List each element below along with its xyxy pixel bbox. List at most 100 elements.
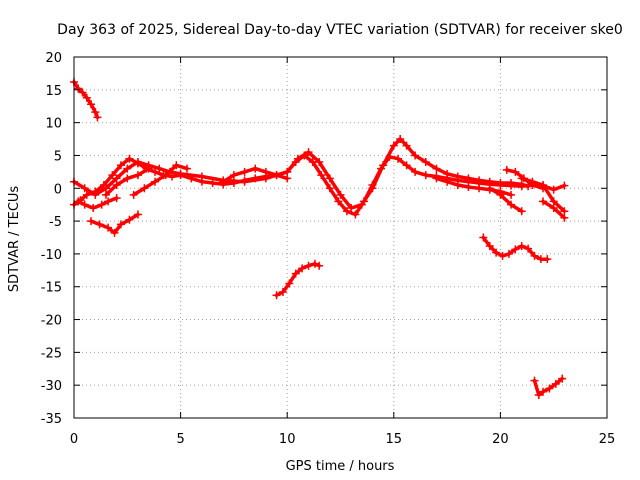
- data-point: [129, 190, 138, 199]
- data-point: [325, 174, 334, 183]
- y-tick-label: 0: [54, 182, 62, 197]
- data-point: [421, 171, 430, 180]
- x-tick-label: 20: [492, 432, 509, 447]
- series-arc-8: [219, 164, 292, 186]
- y-tick-label: 10: [45, 117, 62, 132]
- data-point: [229, 171, 238, 180]
- y-tick-label: -5: [49, 215, 62, 230]
- data-point: [517, 242, 526, 251]
- data-point: [411, 151, 420, 160]
- data-point: [133, 210, 142, 219]
- data-point: [291, 269, 300, 278]
- x-tick-label: 10: [279, 432, 296, 447]
- data-point: [104, 223, 113, 232]
- data-point: [133, 158, 142, 167]
- data-point: [197, 172, 206, 181]
- data-point: [74, 84, 83, 93]
- data-point: [293, 154, 302, 163]
- data-point: [545, 384, 554, 393]
- data-point: [95, 220, 104, 229]
- series-arc-7: [129, 161, 191, 199]
- x-tick-label: 15: [386, 432, 403, 447]
- data-point: [97, 200, 106, 209]
- data-point: [91, 190, 100, 199]
- data-point: [411, 167, 420, 176]
- series-line: [72, 137, 530, 210]
- data-point: [283, 174, 292, 183]
- data-point: [464, 182, 473, 191]
- data-point: [496, 190, 505, 199]
- data-point: [485, 184, 494, 193]
- data-point: [432, 164, 441, 173]
- series-arc-16: [530, 374, 567, 400]
- data-point: [549, 203, 558, 212]
- x-tick-label: 0: [70, 432, 78, 447]
- data-point: [87, 100, 96, 109]
- data-point: [315, 261, 324, 270]
- data-point: [93, 113, 102, 122]
- y-axis-label: SDTVAR / TECUs: [7, 186, 22, 293]
- data-point: [351, 210, 360, 219]
- data-point: [261, 167, 270, 176]
- data-point: [176, 169, 185, 178]
- data-point: [285, 279, 294, 288]
- data-point: [89, 203, 98, 212]
- data-point: [342, 207, 351, 216]
- data-point: [507, 190, 516, 199]
- data-point: [453, 180, 462, 189]
- data-point: [151, 167, 160, 176]
- data-point: [517, 174, 526, 183]
- data-point: [112, 194, 121, 203]
- y-tick-label: 15: [45, 84, 62, 99]
- data-point: [507, 179, 516, 188]
- x-tick-label: 5: [176, 432, 184, 447]
- data-point: [530, 251, 539, 260]
- plot-border: [73, 56, 608, 419]
- y-tick-label: -25: [41, 346, 62, 361]
- data-point: [421, 158, 430, 167]
- data-point: [560, 181, 569, 190]
- data-point: [304, 148, 313, 157]
- data-point: [272, 291, 281, 300]
- data-point: [104, 197, 113, 206]
- data-point: [539, 387, 548, 396]
- series-line: [487, 186, 524, 213]
- data-point: [133, 171, 142, 180]
- data-point: [272, 171, 281, 180]
- data-point: [530, 376, 539, 385]
- data-point: [219, 177, 228, 186]
- series-arc-10: [485, 184, 526, 216]
- data-point: [87, 217, 96, 226]
- data-point: [539, 197, 548, 206]
- data-point: [123, 164, 132, 173]
- data-point: [123, 174, 132, 183]
- data-point: [394, 154, 403, 163]
- chart-title: Day 363 of 2025, Sidereal Day-to-day VTE…: [57, 22, 623, 38]
- data-point: [251, 164, 260, 173]
- series-arc-15: [479, 233, 552, 264]
- data-point: [396, 135, 405, 144]
- plot-frame: [73, 56, 608, 419]
- data-point: [475, 184, 484, 193]
- data-point: [78, 88, 87, 97]
- data-point: [304, 261, 313, 270]
- data-point: [116, 161, 125, 170]
- data-point: [453, 172, 462, 181]
- data-point: [240, 167, 249, 176]
- data-point: [549, 185, 558, 194]
- data-point: [80, 200, 89, 209]
- data-point: [161, 171, 170, 180]
- data-point: [108, 171, 117, 180]
- data-point: [496, 179, 505, 188]
- data-point: [80, 184, 89, 193]
- data-point: [504, 249, 513, 258]
- data-point: [517, 207, 526, 216]
- data-point: [116, 220, 125, 229]
- data-point: [298, 264, 307, 273]
- data-point: [528, 177, 537, 186]
- data-point: [368, 184, 377, 193]
- data-point: [155, 164, 164, 173]
- data-point: [336, 190, 345, 199]
- data-point: [172, 161, 181, 170]
